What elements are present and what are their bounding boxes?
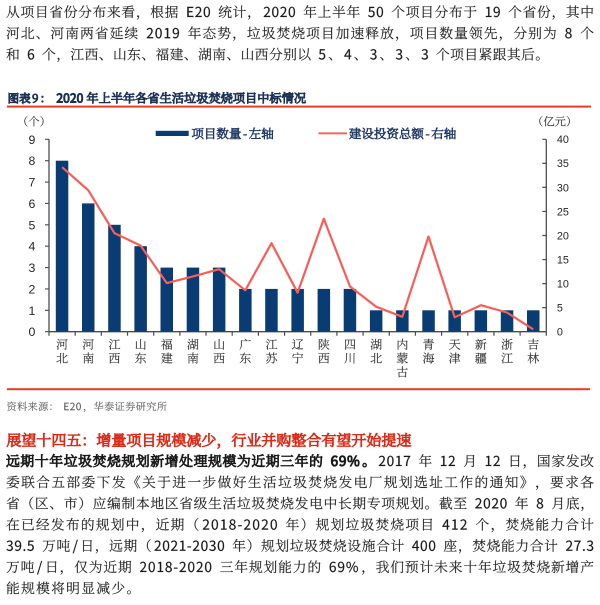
svg-text:30: 30 xyxy=(557,182,569,194)
svg-text:0: 0 xyxy=(557,327,563,339)
svg-text:35: 35 xyxy=(557,158,569,170)
svg-text:7: 7 xyxy=(28,176,35,190)
svg-text:25: 25 xyxy=(557,206,569,218)
svg-text:20: 20 xyxy=(557,230,569,242)
svg-text:5: 5 xyxy=(557,303,563,315)
svg-text:3: 3 xyxy=(28,261,35,275)
svg-text:5: 5 xyxy=(28,218,35,232)
svg-text:4: 4 xyxy=(28,240,35,254)
svg-text:8: 8 xyxy=(28,154,35,168)
svg-text:9: 9 xyxy=(28,133,35,147)
svg-text:2: 2 xyxy=(28,282,35,296)
svg-text:40: 40 xyxy=(557,134,569,146)
svg-text:15: 15 xyxy=(557,254,569,266)
svg-text:1: 1 xyxy=(28,304,35,318)
svg-text:0: 0 xyxy=(28,325,35,339)
svg-text:10: 10 xyxy=(557,279,569,291)
svg-text:6: 6 xyxy=(28,197,35,211)
